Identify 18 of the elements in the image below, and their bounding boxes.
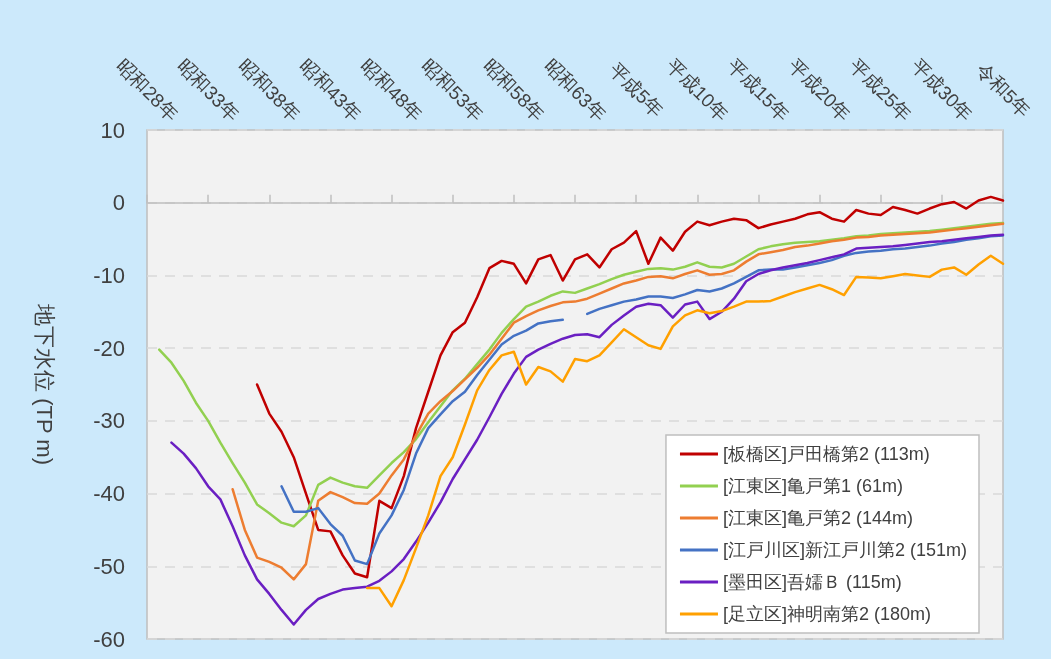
line-series (157, 221, 1005, 528)
y-tick-label: 0 (112, 190, 125, 216)
line-series (170, 233, 1005, 626)
legend-label: [江戸川区]新江戸川第2 (151m) (722, 540, 967, 560)
legend-label: [足立区]神明南第2 (180m) (722, 604, 931, 624)
x-tick-label: 令和5年 (971, 58, 1035, 122)
y-tick-label: 10 (100, 117, 125, 143)
y-tick-label: -60 (93, 626, 125, 652)
legend-label: [板橋区]戸田橋第2 (113m) (722, 444, 930, 464)
y-tick-label: -20 (93, 335, 125, 361)
legend-label: [江東区]亀戸第2 (144m) (722, 508, 913, 528)
legend-label: [江東区]亀戸第1 (61m) (722, 476, 903, 496)
y-tick-label: -10 (93, 262, 125, 288)
y-tick-label: -50 (93, 553, 125, 579)
y-tick-label: -40 (93, 481, 125, 507)
y-tick-label: -30 (93, 408, 125, 434)
y-axis-title: 地下水位 (TP m) (31, 303, 57, 465)
legend-label: [墨田区]吾嬬Ｂ (115m) (722, 572, 902, 592)
